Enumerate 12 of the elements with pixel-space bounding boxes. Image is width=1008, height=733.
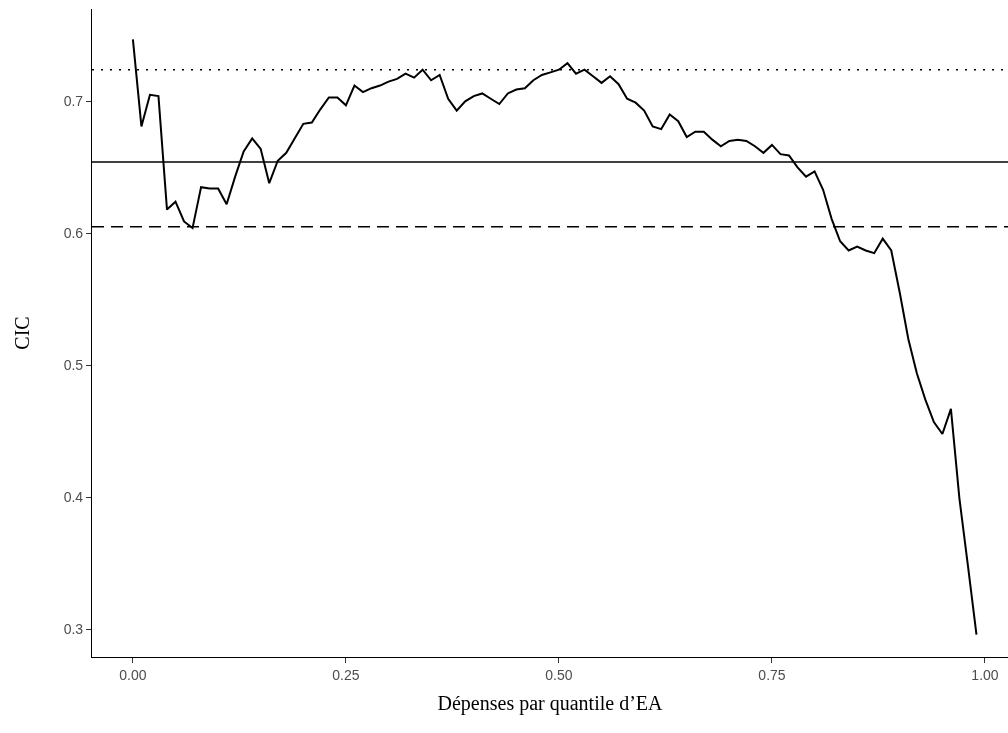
- x-tick-label: 0.50: [545, 666, 573, 683]
- y-tick-label: 0.3: [63, 621, 84, 638]
- y-axis-title: CIC: [11, 316, 34, 350]
- x-axis-title: Dépenses par quantile d’EA: [437, 692, 664, 716]
- y-tick-label: 0.5: [63, 357, 84, 374]
- y-tick-label: 0.7: [63, 93, 84, 110]
- x-tick-label: 0.25: [332, 666, 360, 683]
- x-tick-label: 1.00: [971, 666, 999, 683]
- y-tick-label: 0.4: [63, 489, 84, 506]
- x-tick-label: 0.00: [119, 666, 147, 683]
- y-tick-label: 0.6: [63, 225, 84, 242]
- x-tick-label: 0.75: [758, 666, 786, 683]
